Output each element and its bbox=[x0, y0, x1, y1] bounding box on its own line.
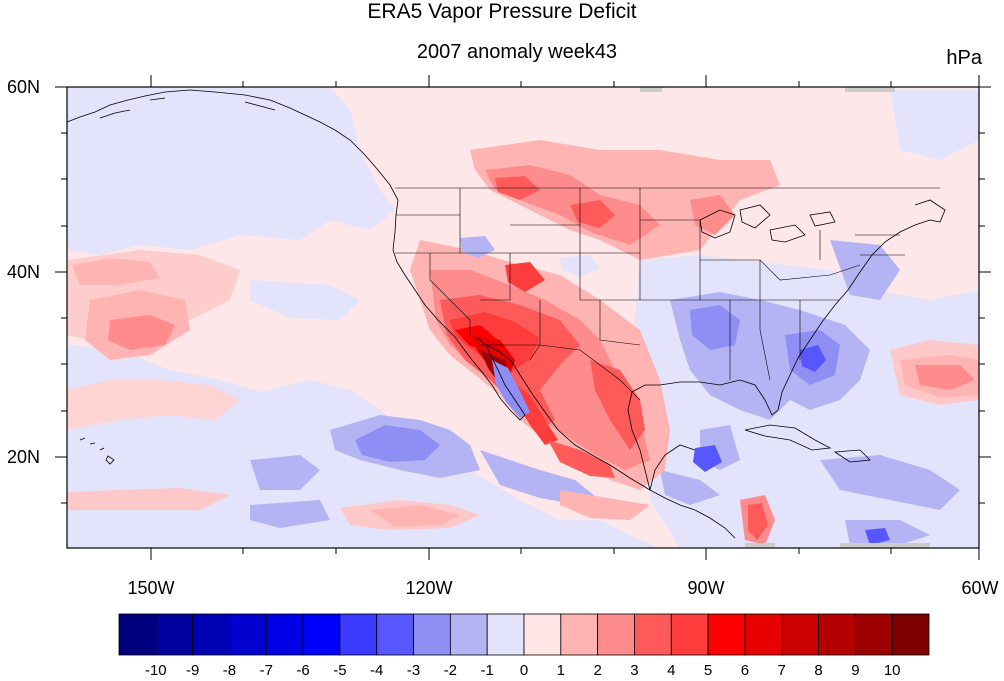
units-label: hPa bbox=[946, 47, 982, 69]
colorbar-tick-label: -4 bbox=[370, 662, 384, 679]
coastlines bbox=[66, 89, 946, 539]
colorbar-tick-label: 9 bbox=[851, 662, 860, 679]
colorbar-tick-label: -7 bbox=[259, 662, 273, 679]
chart-subtitle: 2007 anomaly week43 bbox=[416, 41, 618, 63]
lat-label-20n: 20N bbox=[6, 447, 40, 467]
colorbar-tick-label: 4 bbox=[667, 662, 676, 679]
lon-label-120w: 120W bbox=[405, 578, 453, 598]
colorbar-tick-label: -3 bbox=[406, 662, 421, 679]
chart-title: ERA5 Vapor Pressure Deficit bbox=[367, 0, 637, 23]
colorbar-swatch bbox=[744, 613, 783, 656]
colorbar-tick-label: -9 bbox=[185, 662, 200, 679]
colorbar-tick-label: -6 bbox=[296, 662, 310, 679]
colorbar-swatch bbox=[229, 613, 267, 656]
lon-label-150w: 150W bbox=[127, 578, 175, 598]
colorbar-tick-label: 2 bbox=[593, 662, 602, 679]
colorbar-tick-label: -10 bbox=[144, 662, 167, 679]
colorbar-swatch bbox=[560, 613, 599, 656]
colorbar-swatch bbox=[155, 613, 194, 656]
anomaly-field bbox=[67, 87, 979, 548]
colorbar-swatch bbox=[413, 613, 451, 656]
colorbar-tick-label: 1 bbox=[556, 662, 565, 679]
axis-ticks bbox=[55, 75, 991, 560]
colorbar-swatch bbox=[634, 613, 672, 656]
colorbar-tick-label: 8 bbox=[814, 662, 823, 679]
colorbar-swatch bbox=[781, 613, 819, 656]
lat-label-60n: 60N bbox=[6, 77, 40, 97]
colorbar-tick-label: 0 bbox=[519, 662, 529, 679]
colorbar-swatch bbox=[854, 613, 893, 656]
colorbar-tick-label: 6 bbox=[740, 662, 750, 679]
colorbar-swatch bbox=[670, 613, 709, 656]
colorbar-tick-label: -8 bbox=[222, 662, 237, 679]
colorbar-swatch bbox=[523, 613, 562, 656]
colorbar-tick-label: -1 bbox=[480, 662, 494, 679]
colorbar-swatch bbox=[707, 613, 746, 656]
colorbar-tick-label: -5 bbox=[333, 662, 347, 679]
colorbar-swatch bbox=[818, 613, 856, 656]
colorbar-swatch bbox=[597, 613, 635, 656]
colorbar-tick-label: 3 bbox=[630, 662, 639, 679]
lat-label-40n: 40N bbox=[6, 262, 40, 282]
colorbar-tick-label: 10 bbox=[883, 662, 901, 679]
political-borders bbox=[395, 187, 940, 401]
colorbar-swatch bbox=[302, 613, 341, 656]
colorbar-swatch bbox=[891, 613, 930, 656]
colorbar-swatch bbox=[118, 613, 157, 656]
lon-label-60w: 60W bbox=[961, 578, 999, 598]
colorbar-swatch bbox=[486, 613, 525, 656]
lon-label-90w: 90W bbox=[687, 578, 725, 598]
colorbar-swatch bbox=[339, 613, 378, 656]
colorbar-swatch bbox=[265, 613, 304, 656]
colorbar-swatch bbox=[192, 613, 230, 656]
colorbar-tick-label: 7 bbox=[777, 662, 786, 679]
colorbar-tick-label: 5 bbox=[703, 662, 713, 679]
colorbar-tick-label: -2 bbox=[443, 662, 458, 679]
colorbar bbox=[118, 613, 930, 656]
colorbar-swatch bbox=[376, 613, 414, 656]
colorbar-swatch bbox=[449, 613, 488, 656]
